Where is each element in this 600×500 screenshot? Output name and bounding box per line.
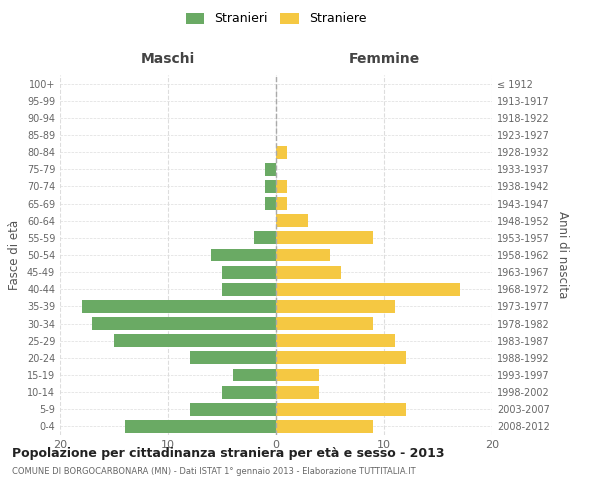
Bar [233, 368, 276, 382]
Bar [222, 266, 276, 278]
Bar [276, 232, 373, 244]
Legend: Stranieri, Straniere: Stranieri, Straniere [182, 8, 370, 29]
Bar [276, 334, 395, 347]
Bar [265, 197, 276, 210]
Bar [222, 283, 276, 296]
Y-axis label: Fasce di età: Fasce di età [8, 220, 21, 290]
Bar [265, 163, 276, 175]
Y-axis label: Anni di nascita: Anni di nascita [556, 212, 569, 298]
Bar [276, 180, 287, 193]
Bar [276, 248, 330, 262]
Bar [190, 352, 276, 364]
Bar [276, 300, 395, 313]
Bar [276, 403, 406, 415]
Bar [276, 146, 287, 158]
Text: Popolazione per cittadinanza straniera per età e sesso - 2013: Popolazione per cittadinanza straniera p… [12, 448, 445, 460]
Bar [276, 266, 341, 278]
Bar [125, 420, 276, 433]
Bar [190, 403, 276, 415]
Bar [276, 368, 319, 382]
Bar [276, 352, 406, 364]
Bar [276, 214, 308, 227]
Text: Maschi: Maschi [141, 52, 195, 66]
Bar [276, 317, 373, 330]
Bar [222, 386, 276, 398]
Bar [276, 197, 287, 210]
Bar [114, 334, 276, 347]
Text: COMUNE DI BORGOCARBONARA (MN) - Dati ISTAT 1° gennaio 2013 - Elaborazione TUTTIT: COMUNE DI BORGOCARBONARA (MN) - Dati IST… [12, 468, 416, 476]
Bar [82, 300, 276, 313]
Text: Femmine: Femmine [349, 52, 419, 66]
Bar [276, 386, 319, 398]
Bar [265, 180, 276, 193]
Bar [92, 317, 276, 330]
Bar [276, 420, 373, 433]
Bar [276, 283, 460, 296]
Bar [254, 232, 276, 244]
Bar [211, 248, 276, 262]
